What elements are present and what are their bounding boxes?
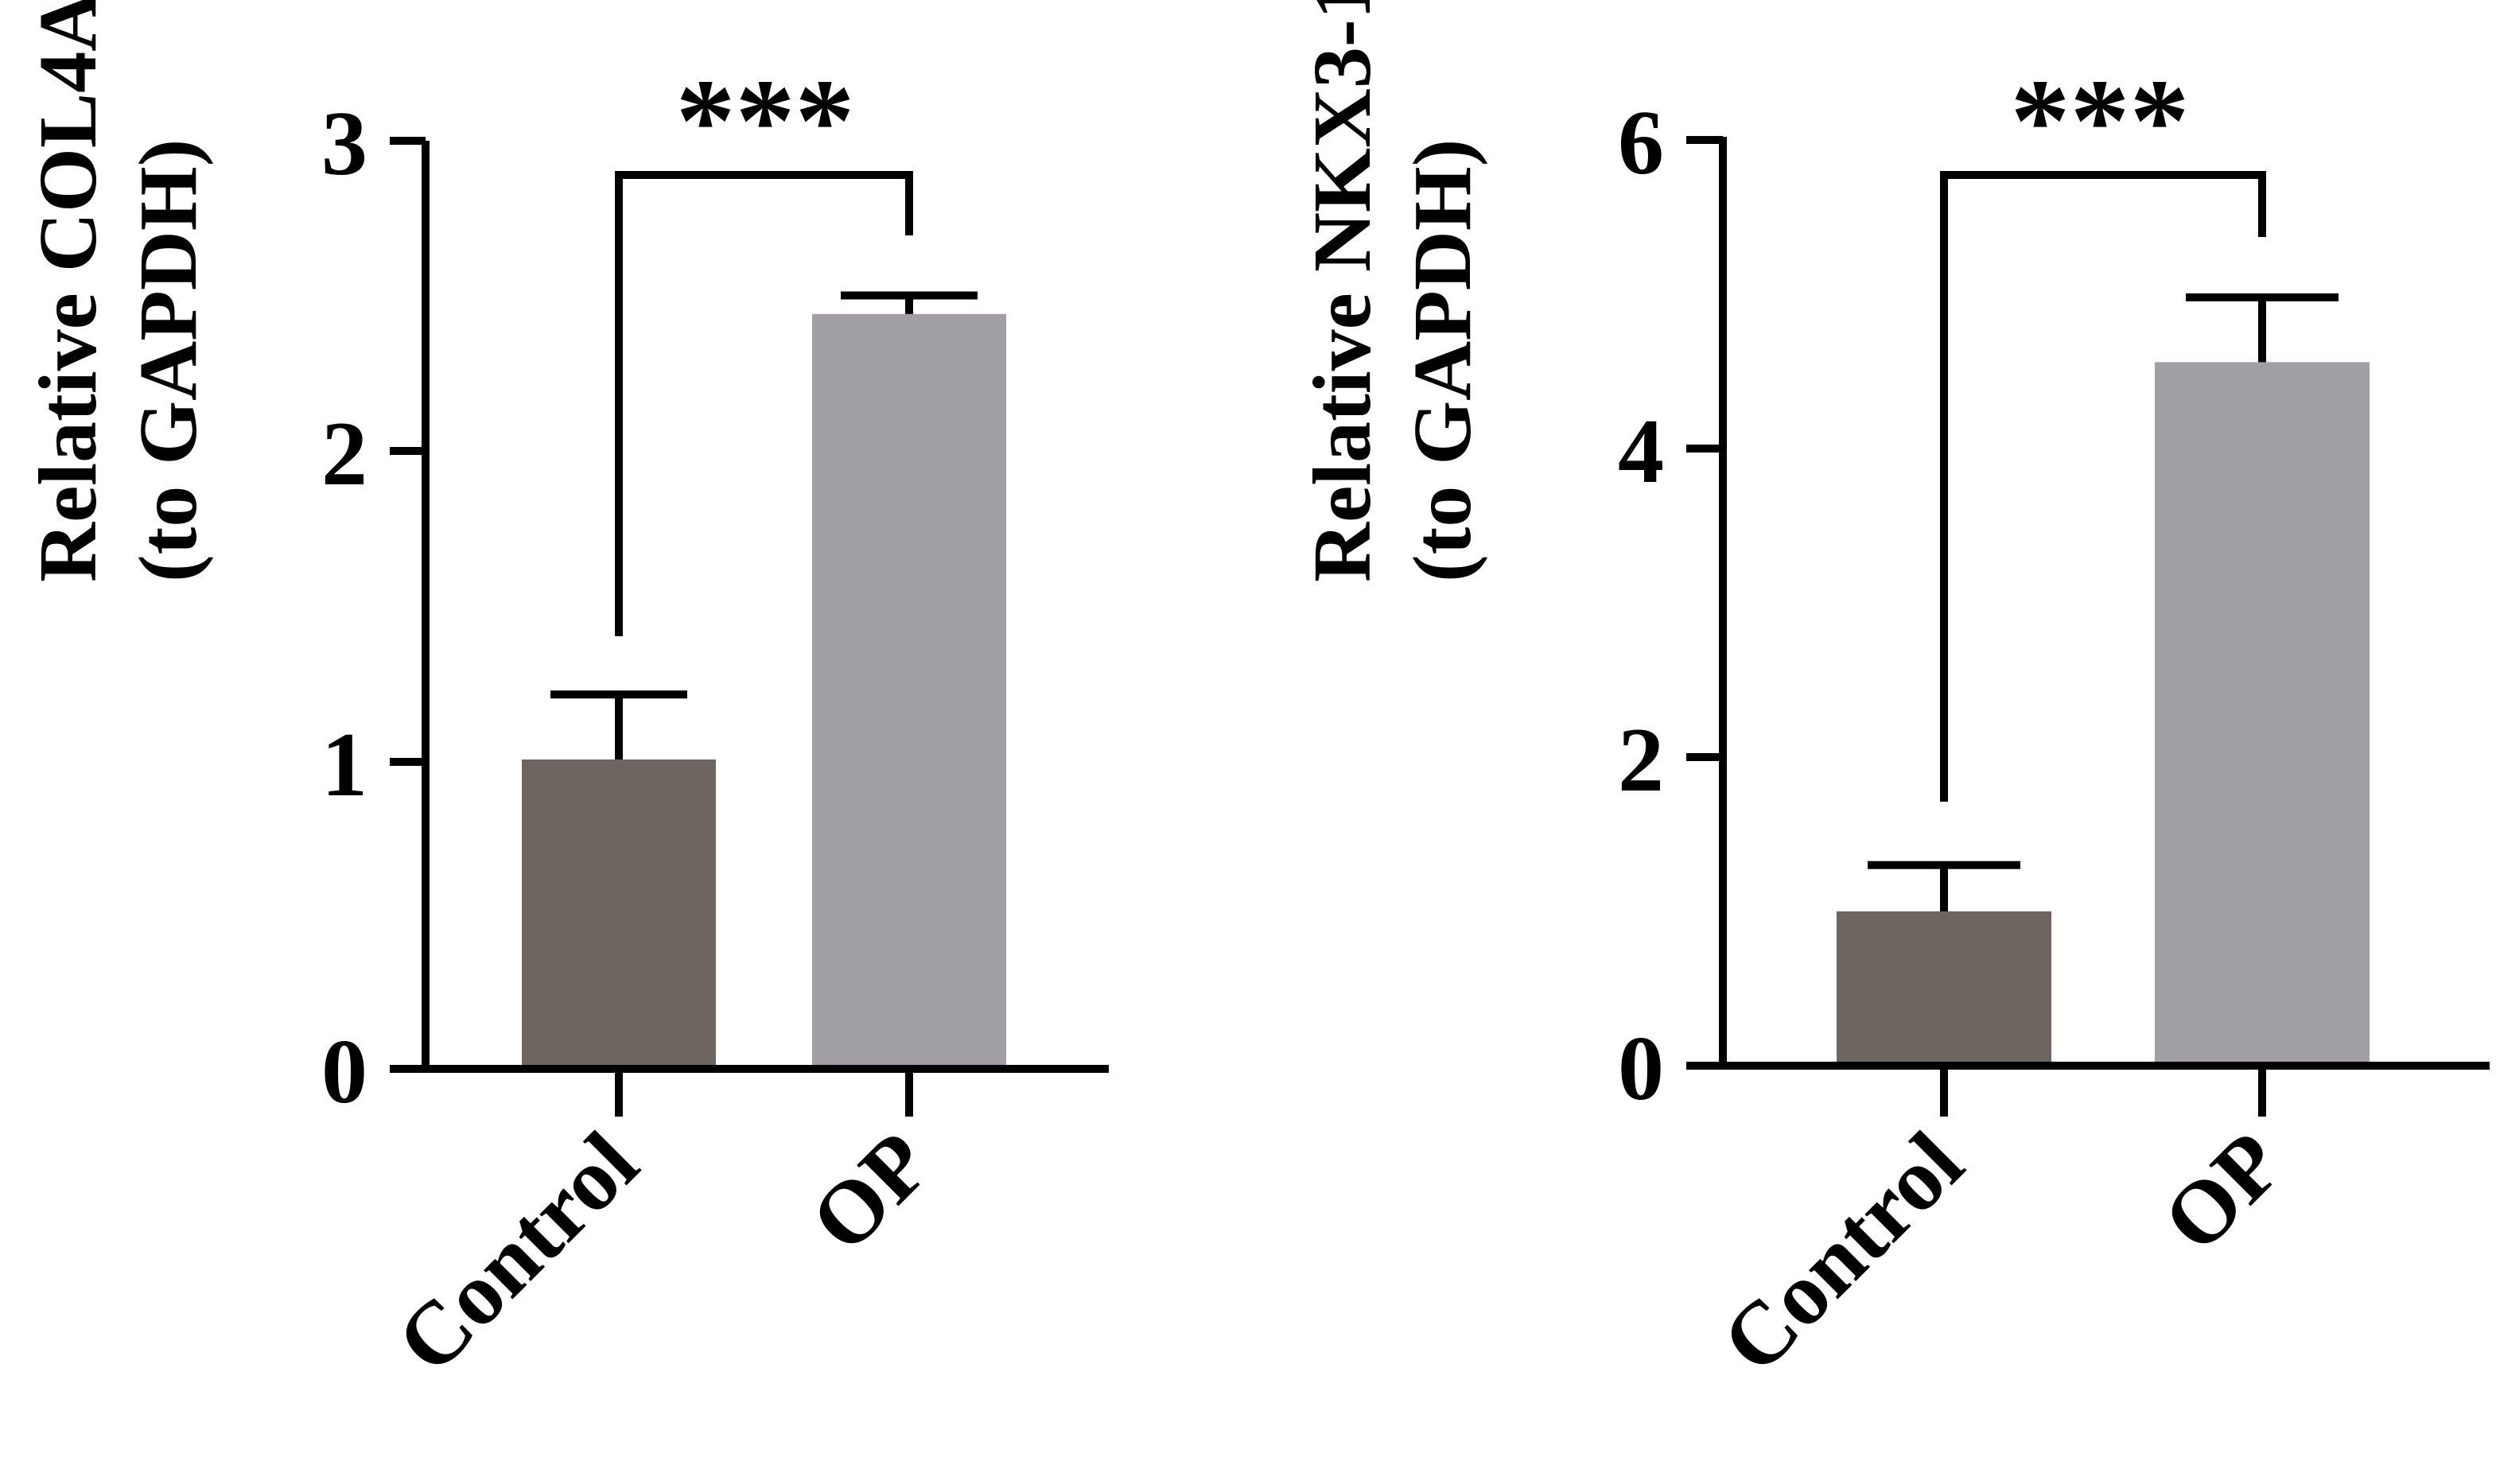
y-axis-label-line2: (to GAPDH) <box>1397 139 1488 582</box>
x-axis: Control OP <box>378 1065 1109 1392</box>
error-bar-control <box>550 690 687 759</box>
y-axis-label-line1: Relative NKX3-1 level <box>1297 0 1388 582</box>
y-tick-label: 2 <box>1618 709 1664 811</box>
x-axis: Control OP <box>1703 1062 2490 1392</box>
significance-stars: *** <box>676 55 855 187</box>
bar-control <box>1837 911 2051 1066</box>
bar-op <box>2155 362 2370 1066</box>
bar-control <box>522 759 716 1069</box>
y-axis: 0 1 2 3 <box>321 93 430 1123</box>
error-bar-control <box>1868 860 2020 911</box>
x-tick-label-control: Control <box>378 1113 656 1392</box>
y-axis: 0 2 4 6 <box>1618 92 1727 1120</box>
y-tick-label: 3 <box>321 93 367 195</box>
y-axis-label-line1: Relative COL4A6 level <box>22 0 114 582</box>
significance-bracket: *** <box>1940 55 2266 802</box>
chart-col4a6: Relative COL4A6 level (to GAPDH) 0 1 2 3… <box>22 0 1109 1392</box>
x-tick-label-op: OP <box>2144 1113 2302 1271</box>
bar-op <box>812 313 1006 1070</box>
y-axis-label-line2: (to GAPDH) <box>122 139 214 582</box>
error-bar-op <box>2186 293 2339 363</box>
y-tick-label: 6 <box>1618 92 1664 194</box>
x-tick-label-op: OP <box>792 1113 950 1271</box>
y-tick-label: 1 <box>321 714 367 816</box>
significance-stars: *** <box>2011 55 2190 187</box>
y-tick-label: 0 <box>1618 1018 1664 1120</box>
y-tick-label: 4 <box>1618 401 1664 503</box>
error-bar-op <box>841 291 978 314</box>
y-tick-label: 0 <box>321 1021 367 1123</box>
y-tick-label: 2 <box>321 403 367 505</box>
significance-bracket: *** <box>615 55 913 636</box>
chart-nkx3-1: Relative NKX3-1 level (to GAPDH) 0 2 4 6… <box>1297 0 2490 1392</box>
x-tick-label-control: Control <box>1703 1113 1981 1392</box>
